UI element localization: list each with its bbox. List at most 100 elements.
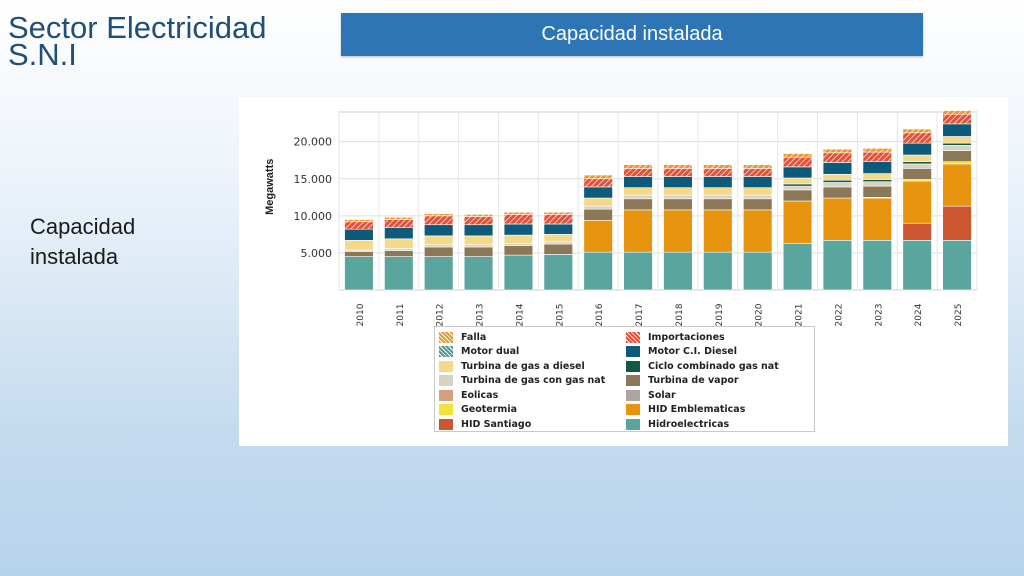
bar-segment-turbina-de-vapor-2016 bbox=[583, 208, 613, 221]
bar-segment-hid-santiago-2024 bbox=[902, 222, 932, 241]
bar-segment-turbina-de-gas-con-gas-nat-2019 bbox=[703, 194, 733, 200]
bar-segment-motor-c-i-diesel-2013 bbox=[463, 224, 494, 237]
bar-segment-falla-2025 bbox=[942, 110, 972, 115]
bar-segment-hidroelectricas-2017 bbox=[623, 251, 653, 291]
bar-segment-importaciones-2019 bbox=[703, 168, 733, 177]
legend-item-importaciones: Importaciones bbox=[626, 330, 725, 344]
bar-segment-turbina-de-gas-con-gas-nat-2021 bbox=[782, 185, 813, 191]
bar-segment-hid-emblematicas-2024 bbox=[902, 180, 932, 224]
bar-segment-hidroelectricas-2020 bbox=[743, 251, 773, 291]
bar-segment-falla-2016 bbox=[583, 174, 613, 180]
bar-segment-turbina-de-gas-a-diesel-2017 bbox=[623, 187, 653, 196]
legend-label: Motor dual bbox=[461, 346, 520, 357]
bar-segment-turbina-de-gas-a-diesel-2024 bbox=[902, 154, 932, 162]
legend-item-turbina-de-vapor: Turbina de vapor bbox=[626, 374, 739, 388]
bar-segment-motor-c-i-diesel-2021 bbox=[782, 166, 813, 179]
bar-segment-hid-santiago-2025 bbox=[942, 205, 972, 241]
bar-segment-falla-2011 bbox=[384, 217, 414, 220]
side-label: Capacidad instalada bbox=[30, 214, 136, 269]
bar-segment-motor-c-i-diesel-2020 bbox=[743, 176, 773, 188]
bar-segment-turbina-de-vapor-2023 bbox=[862, 185, 892, 198]
bar-segment-hid-emblematicas-2025 bbox=[942, 163, 972, 207]
bar-segment-hidroelectricas-2018 bbox=[663, 251, 693, 291]
bar-segment-falla-2018 bbox=[663, 164, 693, 169]
legend-item-falla: Falla bbox=[439, 330, 486, 344]
legend-item-motor-c-i-diesel: Motor C.I. Diesel bbox=[626, 345, 737, 359]
legend-item-turbina-de-gas-con-gas-nat: Turbina de gas con gas nat bbox=[439, 374, 605, 388]
bar-segment-turbina-de-vapor-2019 bbox=[703, 198, 733, 211]
bar-segment-motor-c-i-diesel-2010 bbox=[344, 228, 374, 241]
bar-segment-falla-2023 bbox=[862, 148, 892, 153]
bar-segment-turbina-de-vapor-2024 bbox=[902, 168, 932, 180]
x-tick-label: 2020 bbox=[755, 303, 765, 326]
bar-segment-motor-c-i-diesel-2023 bbox=[862, 161, 892, 174]
bar-segment-turbina-de-vapor-2017 bbox=[623, 198, 653, 211]
bar-segment-ciclo-combinado-gas-nat-2022 bbox=[822, 179, 853, 183]
bar-segment-falla-2020 bbox=[743, 164, 773, 169]
bar-segment-falla-2022 bbox=[822, 148, 853, 154]
legend-label: Ciclo combinado gas nat bbox=[648, 360, 779, 372]
bar-segment-turbina-de-gas-a-diesel-2016 bbox=[583, 197, 613, 207]
bar-segment-ciclo-combinado-gas-nat-2023 bbox=[862, 179, 892, 183]
bar-segment-turbina-de-gas-con-gas-nat-2024 bbox=[902, 163, 932, 169]
bar-segment-importaciones-2020 bbox=[743, 168, 773, 177]
x-tick-label: 2018 bbox=[675, 303, 685, 326]
bar-segment-importaciones-2016 bbox=[583, 178, 613, 188]
legend-item-eolicas: Eolicas bbox=[439, 388, 498, 402]
legend-item-geotermia: Geotermia bbox=[439, 403, 517, 417]
bar-segment-turbina-de-gas-a-diesel-2022 bbox=[822, 174, 853, 181]
bar-segment-turbina-de-gas-a-diesel-2020 bbox=[743, 187, 773, 196]
bar-segment-turbina-de-gas-a-diesel-2021 bbox=[782, 177, 813, 185]
bar-segment-turbina-de-vapor-2014 bbox=[503, 245, 534, 256]
bar-segment-turbina-de-vapor-2021 bbox=[782, 189, 813, 202]
bar-segment-motor-c-i-diesel-2022 bbox=[822, 162, 853, 175]
x-tick-label: 2021 bbox=[795, 304, 805, 327]
bar-segment-importaciones-2024 bbox=[902, 132, 932, 144]
x-tick-label: 2012 bbox=[436, 304, 446, 327]
bar-segment-turbina-de-gas-a-diesel-2011 bbox=[384, 238, 414, 249]
bar-segment-importaciones-2017 bbox=[623, 168, 653, 177]
bar-segment-falla-2021 bbox=[782, 153, 813, 158]
bar-segment-importaciones-2021 bbox=[782, 156, 813, 168]
bar-segment-falla-2015 bbox=[543, 211, 573, 215]
bar-segment-hid-emblematicas-2019 bbox=[703, 209, 733, 253]
legend-label: Geotermia bbox=[461, 404, 518, 415]
bar-segment-importaciones-2025 bbox=[942, 113, 972, 125]
bar-segment-motor-c-i-diesel-2016 bbox=[583, 186, 613, 199]
bar-segment-turbina-de-gas-a-diesel-2023 bbox=[862, 173, 892, 180]
bar-segment-turbina-de-gas-a-diesel-2015 bbox=[543, 234, 573, 243]
bar-segment-turbina-de-vapor-2011 bbox=[384, 250, 414, 257]
bar-segment-turbina-de-gas-con-gas-nat-2012 bbox=[424, 244, 454, 248]
legend-label: Falla bbox=[461, 331, 487, 343]
bar-segment-hidroelectricas-2016 bbox=[583, 251, 613, 291]
legend-swatch bbox=[626, 404, 640, 415]
bar-segment-hidroelectricas-2012 bbox=[424, 256, 454, 291]
header-banner: Capacidad instalada bbox=[341, 13, 923, 56]
bar-segment-turbina-de-vapor-2018 bbox=[663, 198, 693, 211]
x-tick-label: 2025 bbox=[954, 304, 964, 327]
legend-swatch bbox=[439, 346, 453, 357]
legend-swatch bbox=[626, 418, 640, 430]
y-tick-label: 10.000 bbox=[294, 210, 333, 223]
bar-segment-hidroelectricas-2010 bbox=[344, 256, 374, 291]
bar-segment-turbina-de-gas-con-gas-nat-2011 bbox=[384, 248, 414, 251]
legend-item-hid-emblematicas: HID Emblematicas bbox=[626, 403, 745, 417]
bar-segment-motor-c-i-diesel-2017 bbox=[623, 176, 653, 188]
slide-title: Sector Electricidad S.N.I bbox=[8, 10, 267, 72]
bar-segment-turbina-de-gas-con-gas-nat-2020 bbox=[743, 194, 773, 200]
bar-segment-motor-c-i-diesel-2014 bbox=[503, 223, 534, 236]
legend-item-solar: Solar bbox=[626, 388, 676, 402]
legend-label: Hidroelectricas bbox=[648, 418, 730, 430]
bar-segment-motor-c-i-diesel-2018 bbox=[663, 176, 693, 188]
x-tick-label: 2024 bbox=[914, 303, 924, 326]
bar-segment-turbina-de-gas-con-gas-nat-2014 bbox=[503, 242, 534, 246]
bar-segment-turbina-de-gas-con-gas-nat-2017 bbox=[623, 194, 653, 200]
bar-segment-turbina-de-gas-a-diesel-2010 bbox=[344, 240, 374, 251]
y-tick-label: 5.000 bbox=[301, 247, 333, 260]
bar-segment-turbina-de-gas-a-diesel-2014 bbox=[503, 234, 534, 244]
x-tick-label: 2015 bbox=[555, 304, 565, 327]
bar-segment-falla-2017 bbox=[623, 164, 653, 169]
bar-segment-hid-emblematicas-2016 bbox=[583, 219, 613, 253]
legend-label: Motor C.I. Diesel bbox=[648, 346, 738, 357]
stacked-bar-chart: 5.000 10.000 15.000 20.000 Megawatts 2010 2011… bbox=[264, 110, 978, 327]
